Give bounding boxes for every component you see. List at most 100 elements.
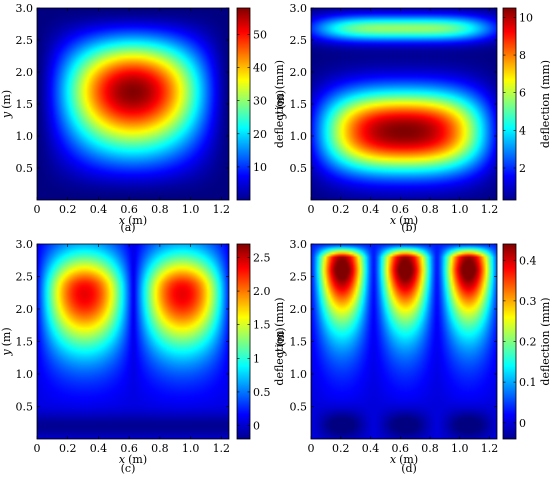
y-axis-label: y (m) (274, 327, 287, 356)
x-axis-unit: (m) (128, 214, 147, 227)
y-axis-unit: (m) (0, 327, 13, 346)
x-axis-symbol: x (390, 214, 397, 227)
y-tick-label: 3.0 (16, 2, 34, 15)
y-tick-label: 2.0 (16, 66, 34, 79)
x-tick-label: 0 (308, 203, 315, 216)
y-tick-label: 1.0 (16, 130, 34, 143)
heatmap-image (311, 244, 497, 439)
colorbar-tick-label: 20 (253, 128, 267, 141)
colorbar-label: deflection (mm) (539, 60, 550, 148)
colorbar-tick-label: 0.4 (519, 254, 537, 267)
x-axis-unit: (m) (128, 453, 147, 466)
y-axis-unit: (m) (274, 90, 287, 109)
y-tick-label: 1.5 (290, 98, 308, 111)
y-tick-label: 0.5 (16, 162, 34, 175)
colorbar-tick-label: 0 (519, 417, 526, 430)
x-axis-label: x (m) (119, 453, 147, 466)
panel-caption: (c) (121, 462, 136, 475)
colorbar-tick-label: 40 (253, 62, 267, 75)
x-axis-label: x (m) (119, 214, 147, 227)
y-tick-label: 2.5 (290, 34, 308, 47)
heatmap-image (311, 8, 497, 200)
y-tick-label: 1.5 (290, 336, 308, 349)
x-tick-label: 0.2 (59, 203, 77, 216)
x-tick-label: 0 (34, 442, 41, 455)
y-axis-symbol: y (0, 349, 13, 357)
x-tick-label: 0.2 (332, 203, 350, 216)
x-tick-label: 0.8 (421, 203, 439, 216)
panel-d: 0 0.2 0.4 0.6 0.8 1.0 1.20.51.01.52.02.53.0x (m… (274, 238, 550, 475)
panel-b: 0 0.2 0.4 0.6 0.8 1.0 1.20.51.01.52.02.53.0x (m… (274, 2, 550, 234)
colorbar-gradient (237, 244, 250, 439)
colorbar-tick-label: 2.0 (253, 285, 271, 298)
y-tick-label: 1.5 (16, 98, 34, 111)
x-tick-label: 0.4 (90, 203, 108, 216)
colorbar-gradient (503, 8, 516, 200)
colorbar-tick-label: 30 (253, 95, 267, 108)
y-axis-label: y (m) (274, 90, 287, 119)
y-tick-label: 0.5 (290, 162, 308, 175)
y-tick-label: 2.5 (16, 34, 34, 47)
x-tick-label: 1.0 (451, 442, 469, 455)
colorbar-tick-label: 1.5 (253, 319, 271, 332)
panel-caption: (a) (120, 221, 135, 234)
x-axis-unit: (m) (399, 453, 418, 466)
y-axis-symbol: y (274, 349, 287, 357)
x-tick-label: 0.8 (151, 442, 169, 455)
colorbar-frame (236, 243, 251, 440)
x-tick-label: 0 (34, 203, 41, 216)
x-tick-label: 1.2 (481, 203, 499, 216)
colorbar-tick-label: 4 (519, 124, 526, 137)
x-tick-label: 0.6 (120, 203, 138, 216)
y-tick-label: 2.0 (16, 303, 34, 316)
y-tick-label: 3.0 (290, 238, 308, 251)
x-tick-label: 1.0 (182, 442, 200, 455)
y-tick-label: 3.0 (290, 2, 308, 15)
colorbar-tick-label: 0 (253, 420, 260, 433)
colorbar-tick-label: 10 (253, 161, 267, 174)
x-tick-label: 0.4 (362, 203, 380, 216)
colorbar-tick-label: 8 (519, 49, 526, 62)
colorbar-tick-label: 0.2 (519, 336, 537, 349)
colorbar-tick-label: 0.1 (519, 376, 537, 389)
y-tick-label: 2.5 (290, 271, 308, 284)
colorbar-tick-label: 1 (253, 352, 260, 365)
colorbar-tick-label: 2 (519, 162, 526, 175)
panel-c: 0 0.2 0.4 0.6 0.8 1.0 1.20.51.01.52.02.53.0x (m… (0, 238, 286, 475)
x-tick-label: 1.2 (481, 442, 499, 455)
x-tick-label: 0.6 (392, 442, 410, 455)
colorbar-tick-label: 6 (519, 87, 526, 100)
x-axis-label: x (m) (390, 453, 418, 466)
x-tick-label: 1.2 (213, 442, 231, 455)
y-tick-label: 2.0 (290, 303, 308, 316)
colorbar-tick-label: 10 (519, 11, 533, 24)
panel-a: 0 0.2 0.4 0.6 0.8 1.0 1.20.51.01.52.02.53.0x (m… (0, 2, 286, 234)
colorbar-label: deflection (mm) (273, 297, 286, 385)
y-axis-unit: (m) (0, 90, 13, 109)
y-tick-label: 2.5 (16, 271, 34, 284)
x-tick-label: 1.0 (451, 203, 469, 216)
x-tick-label: 1.0 (182, 203, 200, 216)
y-axis-symbol: y (0, 111, 13, 119)
x-tick-label: 0.2 (332, 442, 350, 455)
y-axis-label: y (m) (0, 327, 13, 356)
panels: 0 0.2 0.4 0.6 0.8 1.0 1.20.51.01.52.02.53.0x (m… (0, 2, 550, 475)
x-tick-label: 0.4 (362, 442, 380, 455)
x-tick-label: 0.6 (120, 442, 138, 455)
y-tick-label: 1.0 (16, 368, 34, 381)
x-tick-label: 0 (308, 442, 315, 455)
y-tick-label: 3.0 (16, 238, 34, 251)
colorbar-tick-label: 0.5 (253, 386, 271, 399)
y-axis-symbol: y (274, 111, 287, 119)
y-tick-label: 0.5 (16, 401, 34, 414)
heatmap-image (37, 8, 229, 200)
x-axis-unit: (m) (399, 214, 418, 227)
x-axis-symbol: x (119, 214, 126, 227)
y-tick-label: 1.0 (290, 130, 308, 143)
colorbar-label: deflection (mm) (539, 297, 550, 385)
colorbar-frame (502, 7, 517, 201)
x-axis-label: x (m) (390, 214, 418, 227)
heatmap-image (37, 244, 229, 439)
colorbar-gradient (503, 244, 516, 439)
